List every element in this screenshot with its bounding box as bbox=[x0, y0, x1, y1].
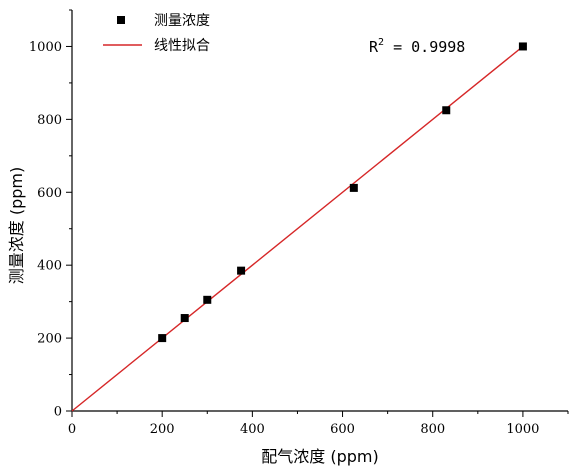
r-squared-superscript: 2 bbox=[378, 37, 384, 48]
legend-label-fit: 线性拟合 bbox=[154, 38, 210, 54]
r-squared-base: R bbox=[369, 38, 379, 56]
x-tick-label: 400 bbox=[240, 422, 265, 437]
x-axis-title: 配气浓度 (ppm) bbox=[261, 447, 378, 466]
x-tick-label: 0 bbox=[68, 422, 76, 437]
legend-label-measured: 测量浓度 bbox=[154, 13, 210, 29]
x-tick-label: 1000 bbox=[506, 422, 539, 437]
data-point bbox=[237, 266, 246, 275]
y-tick-label: 800 bbox=[37, 113, 62, 128]
x-tick-label: 600 bbox=[330, 422, 355, 437]
scatter-points-layer bbox=[158, 42, 527, 343]
y-tick-label: 200 bbox=[37, 332, 62, 347]
y-axis-ticks: 0 200 400 600 800 1000 bbox=[29, 9, 72, 420]
axes: 0 200 400 600 800 1000 0 200 400 600 800 1000 bbox=[29, 9, 569, 437]
fit-line-layer bbox=[71, 45, 524, 412]
data-point bbox=[203, 295, 212, 304]
data-point bbox=[518, 42, 527, 51]
data-point bbox=[442, 106, 451, 115]
r-squared-annotation: R2 = 0.9998 bbox=[369, 37, 465, 56]
y-tick-label: 600 bbox=[37, 186, 62, 201]
x-axis-ticks: 0 200 400 600 800 1000 bbox=[68, 411, 569, 437]
x-tick-label: 800 bbox=[420, 422, 445, 437]
data-point bbox=[349, 183, 358, 192]
data-point bbox=[158, 334, 167, 343]
y-axis-title: 测量浓度 (ppm) bbox=[7, 167, 26, 284]
data-point bbox=[180, 314, 189, 323]
y-tick-label: 400 bbox=[37, 259, 62, 274]
fit-line bbox=[71, 45, 524, 412]
r-squared-value: = 0.9998 bbox=[384, 38, 465, 56]
legend: 测量浓度 线性拟合 bbox=[103, 13, 210, 54]
x-tick-label: 200 bbox=[150, 422, 175, 437]
y-tick-label: 1000 bbox=[29, 40, 62, 55]
legend-marker-measured bbox=[117, 16, 125, 24]
y-tick-label: 0 bbox=[54, 405, 62, 420]
